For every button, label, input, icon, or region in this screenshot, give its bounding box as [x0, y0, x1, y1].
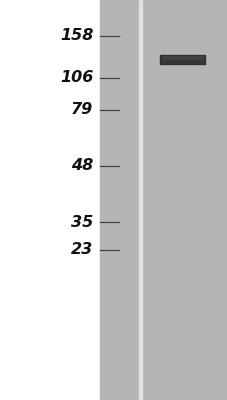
Text: 106: 106: [60, 70, 93, 86]
Text: 48: 48: [71, 158, 93, 174]
Text: 35: 35: [71, 214, 93, 230]
Text: 23: 23: [71, 242, 93, 258]
Bar: [161, 56, 202, 59]
Bar: [100, 0, 227, 400]
Bar: [159, 55, 204, 64]
Bar: [138, 0, 141, 400]
Text: 158: 158: [60, 28, 93, 44]
Text: 79: 79: [71, 102, 93, 118]
